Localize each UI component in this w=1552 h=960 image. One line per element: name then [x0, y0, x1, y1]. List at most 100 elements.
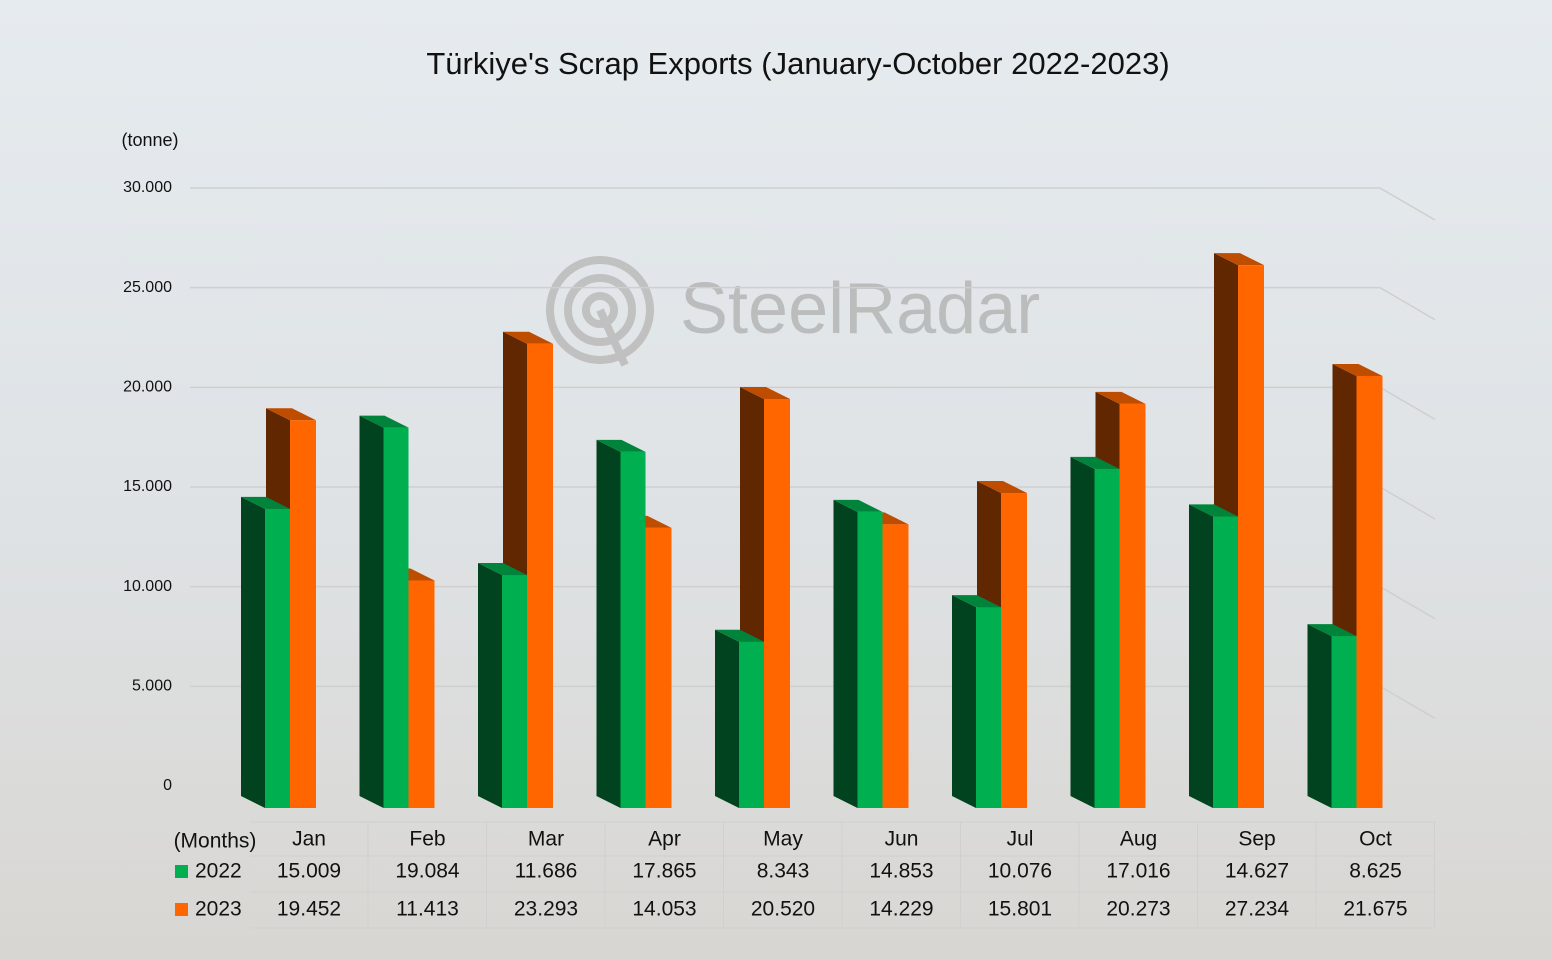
bar-side	[715, 629, 739, 808]
bar	[1331, 636, 1357, 808]
y-tick-label: 30.000	[123, 179, 172, 196]
table-value: 20.520	[751, 898, 815, 921]
table-value: 19.084	[395, 860, 460, 883]
table-value: 17.016	[1106, 860, 1170, 883]
bar	[857, 511, 883, 808]
bar	[1119, 403, 1146, 808]
bar-top	[266, 408, 316, 421]
bar-top	[977, 481, 1027, 494]
bar-top	[503, 331, 553, 344]
bar	[1213, 516, 1238, 808]
x-tick-label: Oct	[1359, 828, 1392, 851]
table-value: 20.273	[1106, 898, 1170, 921]
x-tick-label: Aug	[1120, 828, 1157, 851]
x-tick-label: Apr	[648, 828, 681, 851]
x-tick-label: May	[763, 828, 803, 851]
bar	[408, 580, 435, 808]
y-unit: (tonne)	[121, 130, 178, 150]
watermark-logo	[546, 256, 654, 367]
bar-top	[1189, 504, 1238, 517]
bar	[764, 398, 790, 808]
bar	[645, 527, 672, 808]
bar-top	[715, 629, 764, 642]
bar	[739, 641, 764, 808]
bar	[976, 607, 1001, 808]
table-value: 10.076	[988, 860, 1052, 883]
y-tick-label: 15.000	[123, 478, 172, 495]
table-value: 19.452	[277, 898, 341, 921]
bar-top	[1070, 456, 1120, 469]
bar-top	[833, 499, 883, 512]
legend-label: 2023	[195, 898, 242, 921]
bar-top	[359, 415, 409, 428]
bar	[527, 343, 553, 808]
table-value: 27.234	[1225, 898, 1290, 921]
legend-swatch	[175, 903, 188, 916]
grid-line	[1379, 386, 1436, 420]
chart-title: Türkiye's Scrap Exports (January-October…	[426, 46, 1169, 81]
table-value: 14.053	[632, 898, 696, 921]
table-value: 17.865	[632, 860, 696, 883]
bar-side	[359, 415, 384, 808]
table-value: 15.009	[277, 860, 341, 883]
y-tick-label: 0	[163, 777, 172, 794]
x-tick-label: Jun	[885, 828, 919, 851]
bar-side	[1307, 624, 1332, 808]
x-tick-label: Jan	[292, 828, 326, 851]
table-value: 23.293	[514, 898, 578, 921]
x-tick-label: Mar	[528, 828, 564, 851]
legend-label: 2022	[195, 860, 242, 883]
bar-side	[596, 439, 621, 808]
bar-top	[1307, 624, 1357, 637]
bar-top	[478, 563, 527, 576]
x-tick-label: Jul	[1007, 828, 1034, 851]
bar	[1238, 265, 1264, 808]
grid-line	[1379, 486, 1436, 520]
bar	[1094, 468, 1120, 808]
bar-top	[596, 439, 646, 452]
bar-top	[1214, 253, 1264, 266]
x-label: (Months)	[174, 830, 257, 853]
bar-side	[478, 563, 502, 808]
bar	[1356, 375, 1383, 808]
table-value: 14.627	[1225, 860, 1289, 883]
table-value: 15.801	[988, 898, 1052, 921]
table-value: 8.625	[1349, 860, 1402, 883]
y-tick-label: 20.000	[123, 379, 172, 396]
y-tick-label: 25.000	[123, 279, 172, 296]
watermark: SteelRadar	[680, 269, 1040, 349]
bar-top	[1095, 391, 1146, 404]
table-value: 14.853	[869, 860, 933, 883]
grid-line	[1379, 685, 1436, 719]
bar-top	[740, 386, 790, 399]
table-value: 21.675	[1343, 898, 1407, 921]
bar-side	[241, 496, 265, 808]
bar	[383, 427, 409, 808]
bar	[502, 575, 527, 808]
y-tick-label: 5.000	[132, 678, 172, 695]
bar	[265, 508, 290, 808]
table-value: 11.413	[396, 898, 459, 921]
bar	[290, 420, 316, 808]
y-tick-label: 10.000	[123, 578, 172, 595]
bar-top	[241, 496, 290, 509]
bar-side	[1070, 456, 1095, 808]
bar-side	[1189, 504, 1213, 808]
bar	[1001, 493, 1027, 808]
legend-swatch	[175, 865, 188, 878]
table-value: 14.229	[869, 898, 933, 921]
bar	[882, 524, 909, 808]
grid-line	[1379, 187, 1436, 221]
bar-top	[952, 595, 1001, 608]
grid-line	[1379, 287, 1436, 321]
table-value: 11.686	[515, 860, 578, 883]
x-tick-label: Sep	[1238, 828, 1275, 851]
grid-line	[1379, 586, 1436, 620]
bar-side	[833, 499, 858, 808]
table-value: 8.343	[757, 860, 810, 883]
x-tick-label: Feb	[409, 828, 445, 851]
bar	[620, 451, 646, 808]
bar-top	[1332, 363, 1383, 376]
bar-side	[952, 595, 976, 808]
